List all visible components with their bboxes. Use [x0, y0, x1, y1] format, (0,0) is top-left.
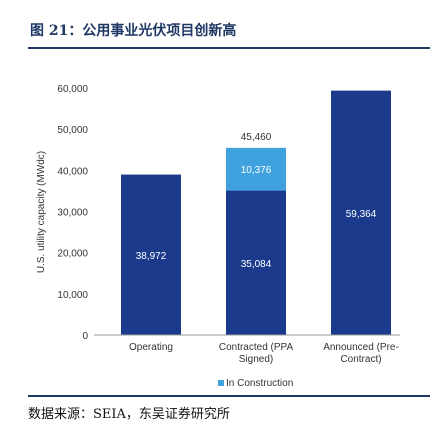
y-tick-label: 60,000 [57, 84, 88, 95]
bar-total-label: 45,460 [241, 132, 272, 143]
x-category-label: Signed) [239, 354, 273, 365]
legend: In Construction [218, 378, 293, 389]
y-axis: 0 10,000 20,000 30,000 40,000 50,000 60,000 [57, 84, 88, 342]
bar-value-label: 38,972 [136, 251, 167, 262]
bar-segment [226, 147, 286, 191]
x-category-label: Contracted (PPA [219, 342, 294, 353]
y-tick-label: 10,000 [57, 290, 88, 301]
bar-value-label: 10,376 [241, 165, 272, 176]
legend-swatch-in-construction [218, 380, 224, 386]
bar-segment [331, 90, 391, 336]
x-category-label: Announced (Pre- [323, 342, 399, 353]
y-tick-label: 30,000 [57, 208, 88, 219]
figure-title: 图 21：公用事业光伏项目创新高 [30, 23, 237, 39]
legend-label-in-construction: In Construction [226, 378, 293, 389]
x-category-label: Operating [129, 342, 173, 353]
bar-segment [121, 174, 181, 335]
y-tick-label: 40,000 [57, 166, 88, 177]
source-note: 数据来源：SEIA，东吴证券研究所 [28, 407, 230, 422]
source-rule [28, 395, 430, 397]
bar-value-label: 59,364 [346, 209, 377, 220]
bar-segment [226, 190, 286, 335]
y-tick-label: 0 [82, 331, 88, 342]
bar-value-label: 35,084 [241, 259, 272, 270]
title-rule [28, 47, 430, 49]
y-axis-label: U.S. utility capacity (MWdc) [36, 151, 47, 273]
x-category-label: Contract) [340, 354, 381, 365]
y-tick-label: 50,000 [57, 125, 88, 136]
bars: 38,972 35,084 10,376 45,460 59,364 [121, 90, 391, 336]
y-tick-label: 20,000 [57, 249, 88, 260]
